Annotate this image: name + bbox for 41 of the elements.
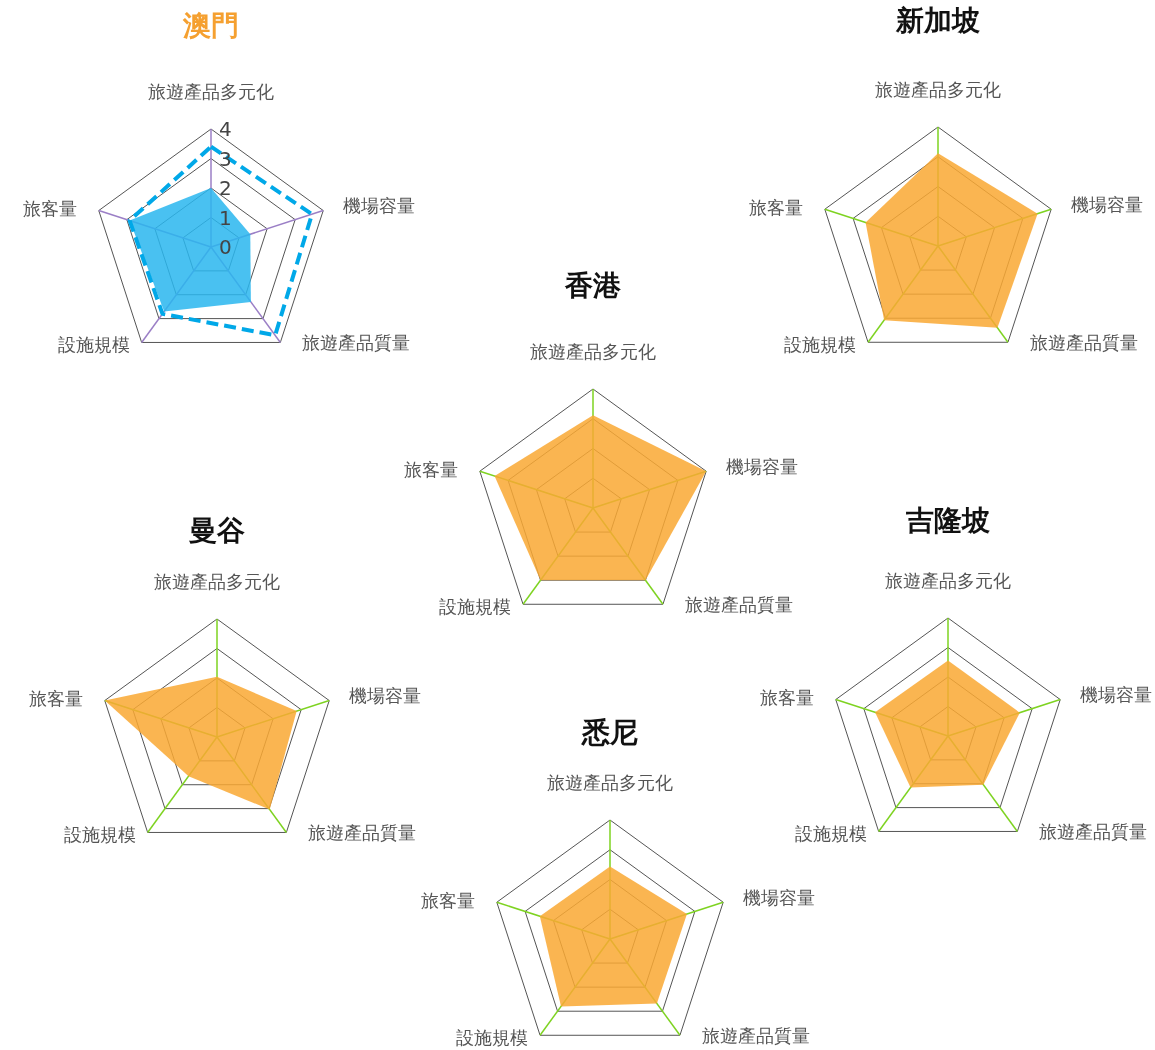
spoke-label: 機場容量 bbox=[1071, 193, 1144, 215]
spoke-label: 旅遊產品質量 bbox=[1029, 331, 1138, 353]
spoke-label: 旅遊產品質量 bbox=[302, 331, 411, 353]
spoke-label: 旅客量 bbox=[420, 889, 475, 911]
spoke-label: 機場容量 bbox=[726, 455, 799, 477]
chart-title: 曼谷 bbox=[188, 513, 245, 547]
y-tick-label: 1 bbox=[219, 205, 232, 230]
spoke-label: 旅客量 bbox=[22, 198, 77, 220]
y-tick-label: 4 bbox=[219, 117, 232, 141]
spoke-label: 旅遊產品多元化 bbox=[530, 340, 656, 362]
spoke-label: 設施規模 bbox=[794, 822, 867, 844]
spoke-label: 旅遊產品多元化 bbox=[885, 569, 1011, 591]
spoke-label: 旅遊產品質量 bbox=[684, 593, 793, 615]
spoke-label: 旅遊產品質量 bbox=[1039, 820, 1148, 842]
spoke-label: 設施規模 bbox=[784, 333, 857, 355]
chart-title: 新加坡 bbox=[895, 3, 980, 37]
chart-title: 澳門 bbox=[182, 8, 239, 42]
spoke-label: 旅遊產品多元化 bbox=[875, 78, 1001, 100]
spoke-label: 設施規模 bbox=[439, 595, 512, 617]
chart-title: 吉隆坡 bbox=[905, 503, 990, 537]
spoke-label: 旅客量 bbox=[748, 196, 803, 218]
spoke-label: 旅客量 bbox=[28, 688, 83, 710]
spoke-label: 設施規模 bbox=[456, 1026, 529, 1048]
spoke-label: 機場容量 bbox=[743, 886, 816, 908]
spoke-label: 旅遊產品多元化 bbox=[148, 80, 274, 102]
spoke-label: 旅遊產品質量 bbox=[308, 821, 417, 843]
spoke-label: 設施規模 bbox=[57, 333, 130, 355]
spoke-label: 機場容量 bbox=[349, 685, 422, 707]
spoke-label: 機場容量 bbox=[343, 195, 416, 217]
y-tick-label: 3 bbox=[219, 146, 232, 171]
spoke-label: 機場容量 bbox=[1080, 684, 1153, 706]
spoke-label: 旅遊產品多元化 bbox=[154, 570, 280, 592]
spoke-label: 旅客量 bbox=[759, 687, 814, 709]
y-tick-label: 2 bbox=[219, 176, 232, 200]
spoke-label: 旅遊產品多元化 bbox=[547, 771, 673, 793]
chart-title: 香港 bbox=[564, 268, 622, 302]
chart-title: 悉尼 bbox=[581, 715, 638, 749]
spoke-label: 旅客量 bbox=[403, 458, 458, 480]
spoke-label: 設施規模 bbox=[63, 823, 136, 845]
spoke-label: 旅遊產品質量 bbox=[701, 1024, 810, 1046]
y-tick-label: 0 bbox=[219, 235, 232, 259]
